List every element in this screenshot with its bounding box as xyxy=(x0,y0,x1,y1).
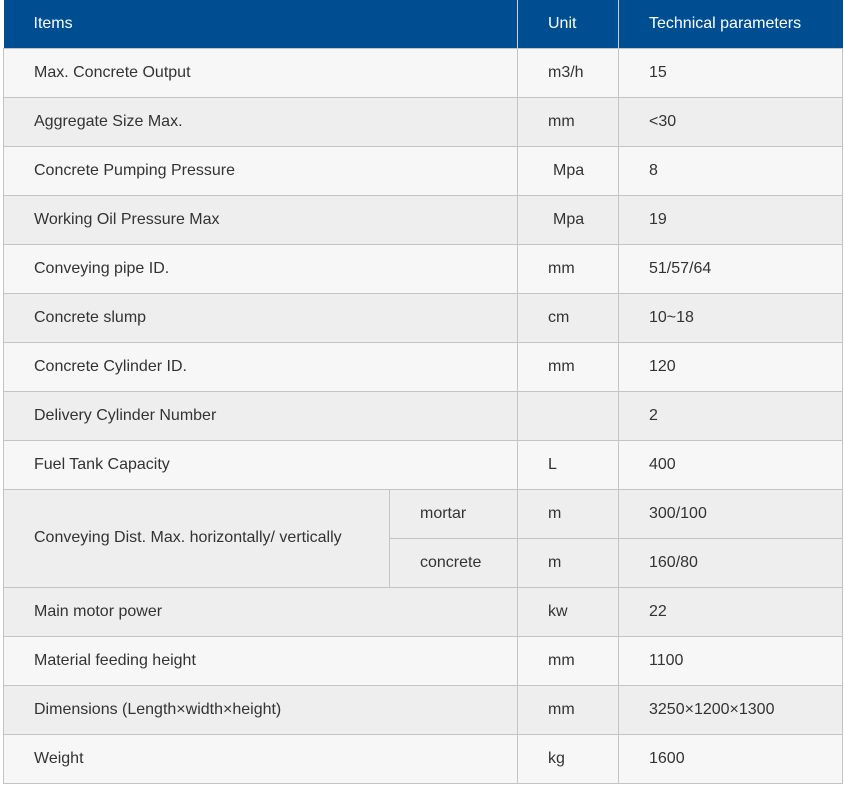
header-items: Items xyxy=(3,0,518,48)
item-cell: Delivery Cylinder Number xyxy=(3,390,518,441)
value-cell: 15 xyxy=(618,47,843,98)
unit-cell: mm xyxy=(517,635,619,686)
value-cell: 1100 xyxy=(618,635,843,686)
value-cell: 10~18 xyxy=(618,292,843,343)
table-row: Fuel Tank Capacity L 400 xyxy=(3,439,843,490)
unit-cell: Mpa xyxy=(517,194,619,245)
value-cell: 120 xyxy=(618,341,843,392)
table-row: Dimensions (Length×width×height) mm 3250… xyxy=(3,684,843,735)
table-row: Conveying pipe ID. mm 51/57/64 xyxy=(3,243,843,294)
value-cell: 19 xyxy=(618,194,843,245)
table-row: Material feeding height mm 1100 xyxy=(3,635,843,686)
unit-cell: m xyxy=(517,488,619,539)
item-cell: Concrete Pumping Pressure xyxy=(3,145,518,196)
item-cell: Aggregate Size Max. xyxy=(3,96,518,147)
table-row: Concrete Cylinder ID. mm 120 xyxy=(3,341,843,392)
header-unit: Unit xyxy=(517,0,619,48)
header-params: Technical parameters xyxy=(618,0,843,48)
table-row: Delivery Cylinder Number 2 xyxy=(3,390,843,441)
table-row-conveying-concrete: concrete m 160/80 xyxy=(4,537,843,588)
unit-cell xyxy=(517,390,619,441)
unit-cell: kw xyxy=(517,586,619,637)
item-cell: Material feeding height xyxy=(3,635,518,686)
item-cell: Weight xyxy=(3,733,518,784)
value-cell: 2 xyxy=(618,390,843,441)
item-cell: Working Oil Pressure Max xyxy=(3,194,518,245)
value-cell: 22 xyxy=(618,586,843,637)
unit-cell: mm xyxy=(517,341,619,392)
table-row: Weight kg 1600 xyxy=(3,733,843,784)
item-cell: Max. Concrete Output xyxy=(3,47,518,98)
table-row: Max. Concrete Output m3/h 15 xyxy=(3,47,843,98)
table-row: Working Oil Pressure Max Mpa 19 xyxy=(3,194,843,245)
spec-table: Items Unit Technical parameters Max. Con… xyxy=(3,0,843,784)
item-cell: Conveying pipe ID. xyxy=(3,243,518,294)
conveying-item-cell: Conveying Dist. Max. horizontally/ verti… xyxy=(3,488,390,588)
table-row-conveying-mortar: Conveying Dist. Max. horizontally/ verti… xyxy=(3,488,843,588)
unit-cell: kg xyxy=(517,733,619,784)
value-cell: <30 xyxy=(618,96,843,147)
unit-cell: Mpa xyxy=(517,145,619,196)
unit-cell: mm xyxy=(517,243,619,294)
table-header-row: Items Unit Technical parameters xyxy=(3,0,843,48)
unit-cell: mm xyxy=(517,684,619,735)
unit-cell: cm xyxy=(517,292,619,343)
value-cell: 400 xyxy=(618,439,843,490)
table-row: Main motor power kw 22 xyxy=(3,586,843,637)
value-cell: 51/57/64 xyxy=(618,243,843,294)
unit-cell: m xyxy=(517,537,619,588)
sub-item-cell: mortar xyxy=(389,488,518,539)
value-cell: 1600 xyxy=(618,733,843,784)
table-row: Concrete slump cm 10~18 xyxy=(3,292,843,343)
sub-item-cell: concrete xyxy=(389,537,518,588)
unit-cell: mm xyxy=(517,96,619,147)
value-cell: 160/80 xyxy=(618,537,843,588)
value-cell: 8 xyxy=(618,145,843,196)
unit-cell: m3/h xyxy=(517,47,619,98)
value-cell: 300/100 xyxy=(618,488,843,539)
unit-cell: L xyxy=(517,439,619,490)
table-row: Aggregate Size Max. mm <30 xyxy=(3,96,843,147)
value-cell: 3250×1200×1300 xyxy=(618,684,843,735)
item-cell: Fuel Tank Capacity xyxy=(3,439,518,490)
table-row: Concrete Pumping Pressure Mpa 8 xyxy=(3,145,843,196)
item-cell: Main motor power xyxy=(3,586,518,637)
item-cell: Concrete Cylinder ID. xyxy=(3,341,518,392)
item-cell: Concrete slump xyxy=(3,292,518,343)
item-cell: Dimensions (Length×width×height) xyxy=(3,684,518,735)
